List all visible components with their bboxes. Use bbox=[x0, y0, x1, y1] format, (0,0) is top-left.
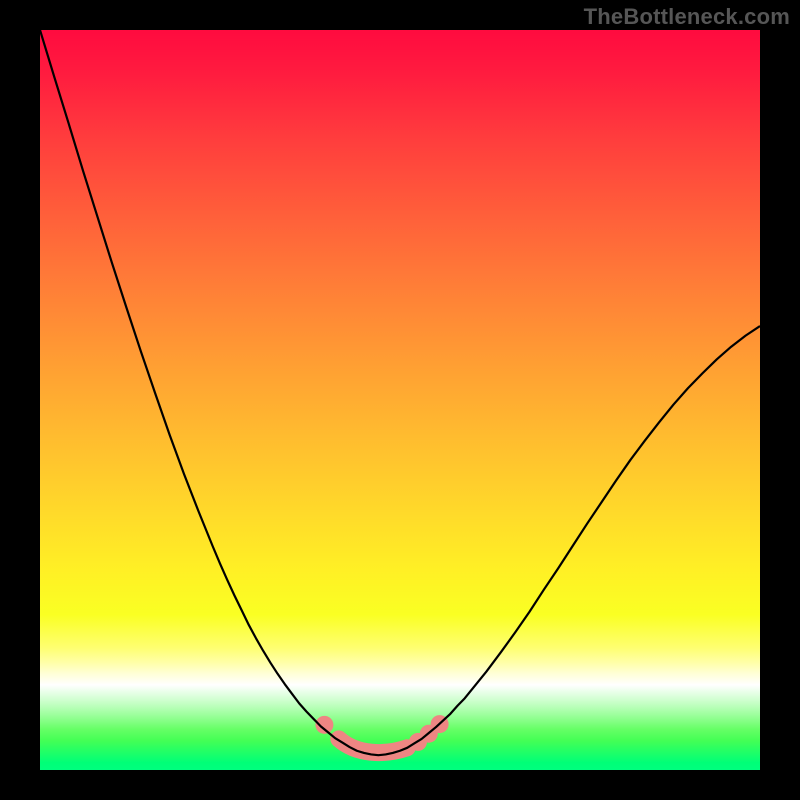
chart-container: TheBottleneck.com bbox=[0, 0, 800, 800]
plot-background bbox=[40, 30, 760, 770]
chart-svg bbox=[0, 0, 800, 800]
